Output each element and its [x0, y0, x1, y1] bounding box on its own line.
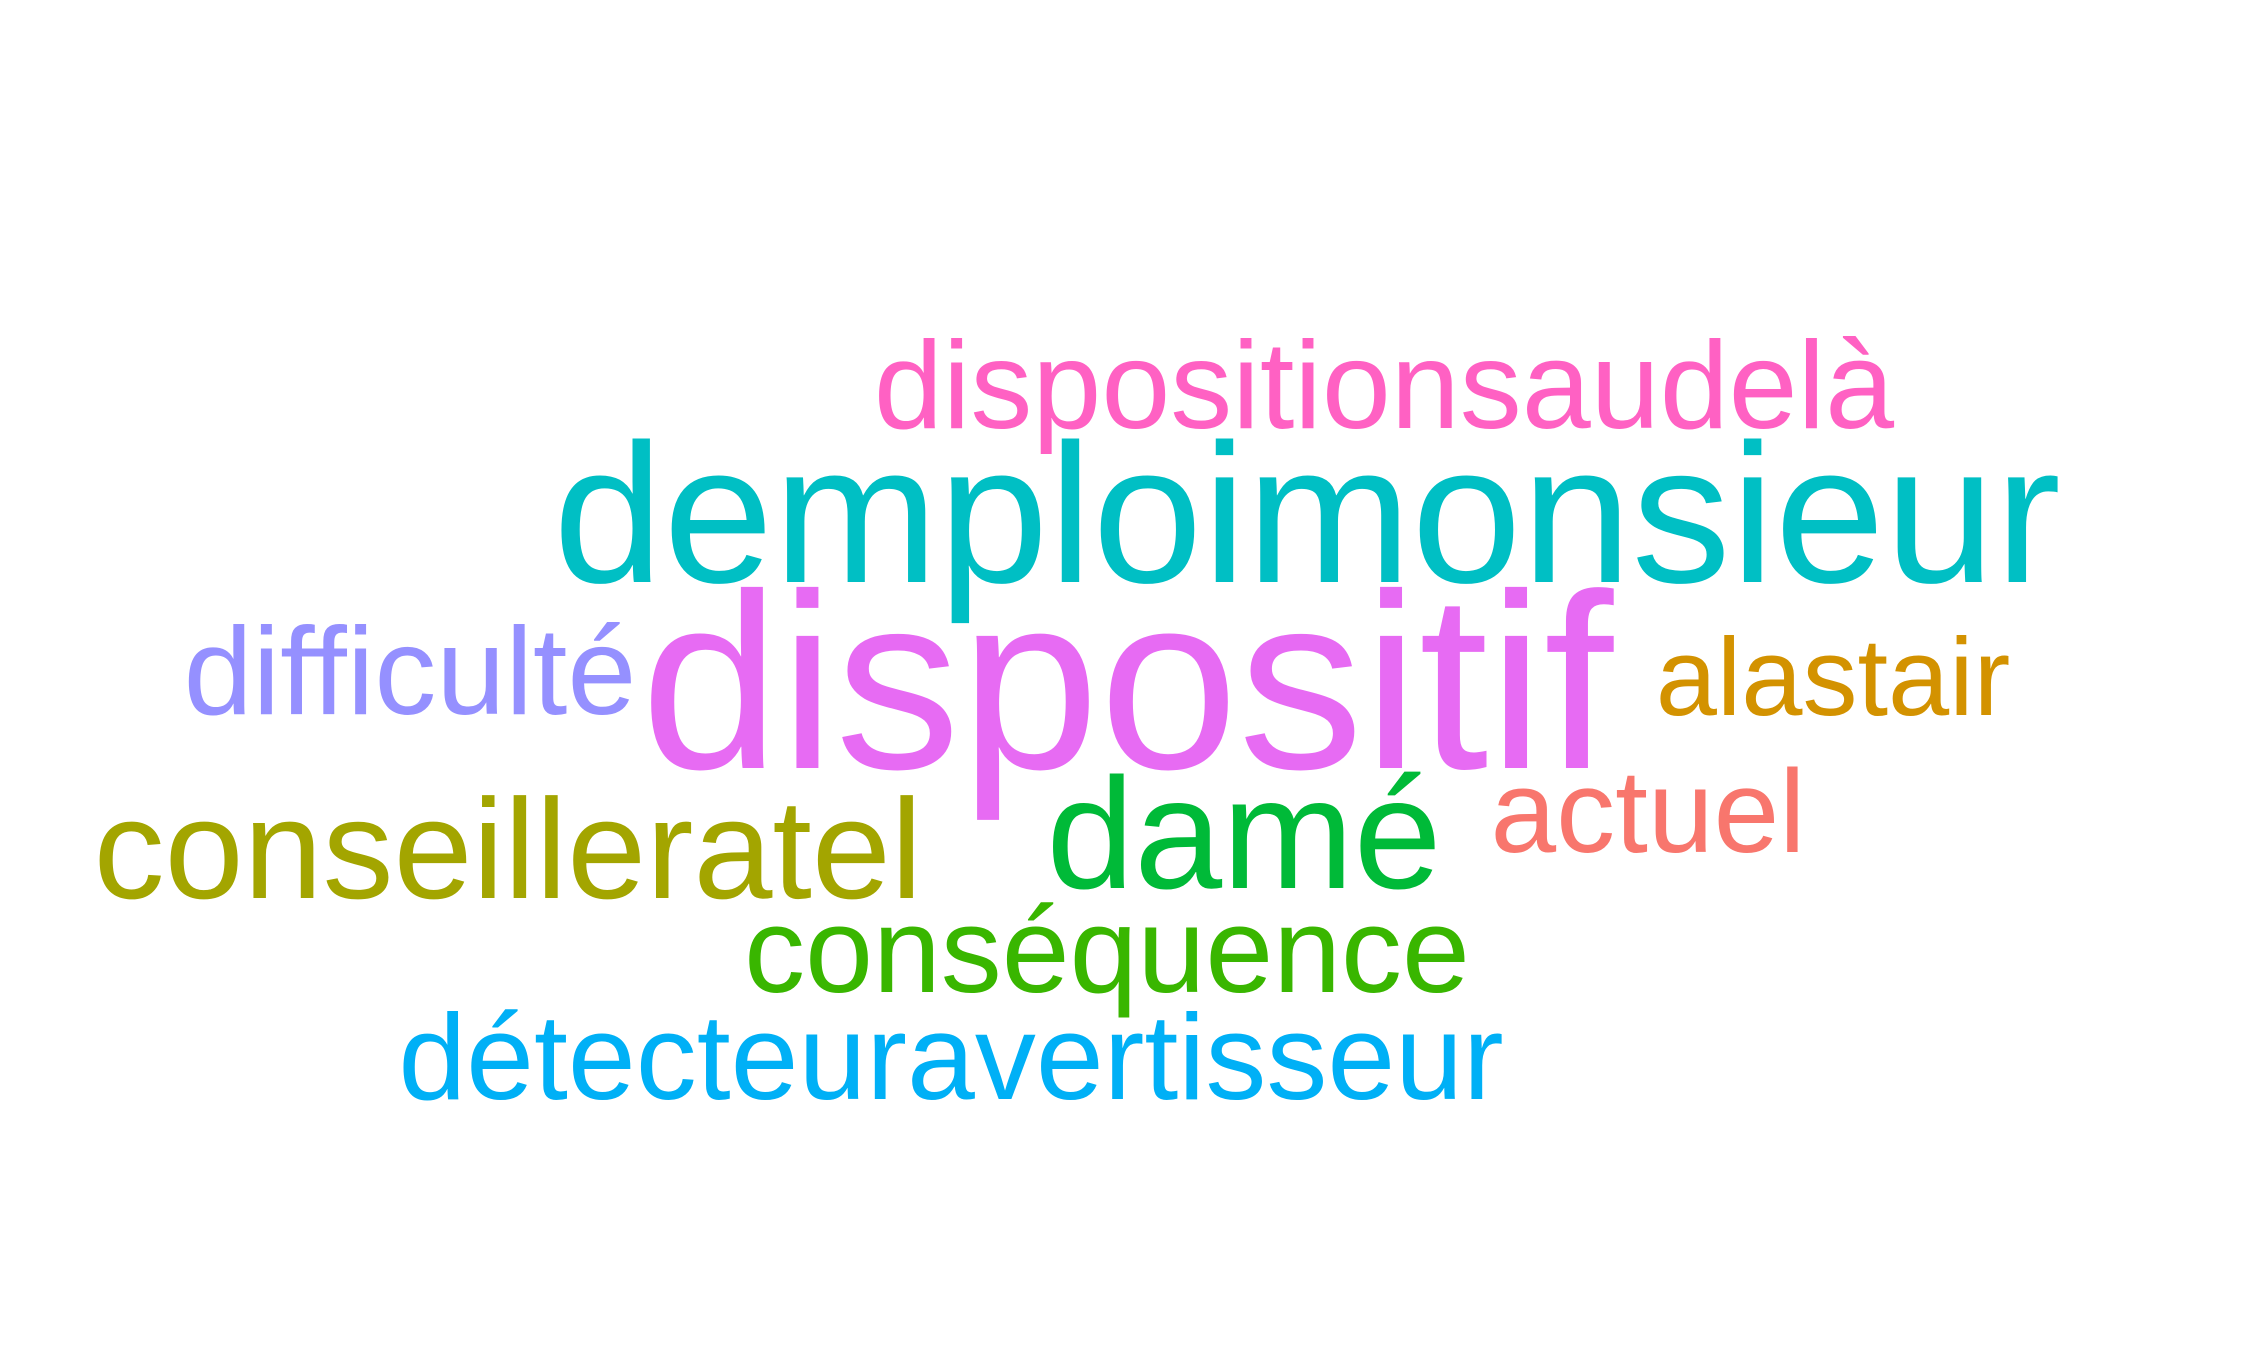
word-dispositif: dispositif — [640, 542, 1614, 821]
word-detecteuravertisseur: détecteuravertisseur — [398, 989, 1504, 1125]
word-conseilleratel: conseilleratel — [93, 770, 923, 929]
word-consequence: conséquence — [744, 882, 1470, 1018]
word-dispositionsaudela: dispositionsaudelà — [873, 317, 1895, 455]
word-alastair: alastair — [1655, 616, 2011, 739]
word-dame: damé — [1046, 746, 1442, 922]
word-actuel: actuel — [1490, 746, 1806, 878]
word-difficulte: difficulté — [183, 603, 637, 741]
word-demploimonsieur: demploimonsieur — [553, 403, 2061, 624]
